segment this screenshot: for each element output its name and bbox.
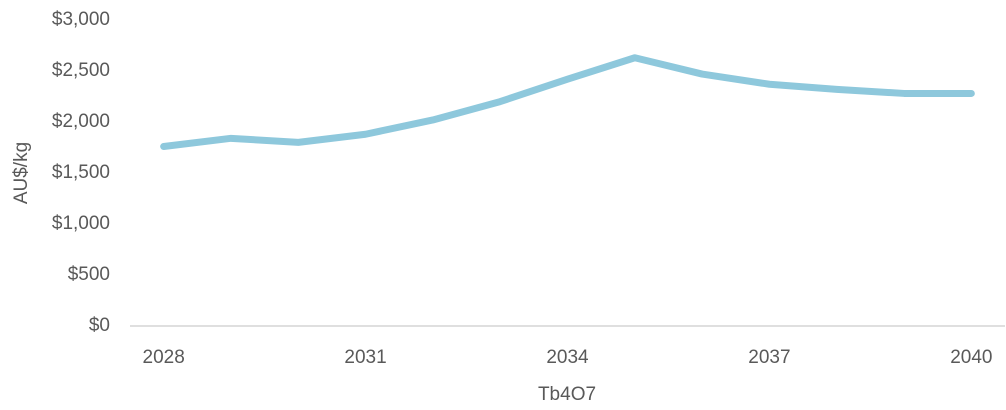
x-tick-label: 2031 <box>344 347 386 368</box>
x-tick-label: 2034 <box>546 347 589 368</box>
y-tick-label: $1,000 <box>52 213 110 234</box>
y-tick-label: $0 <box>89 315 110 336</box>
y-tick-label: $500 <box>68 264 110 285</box>
line-series <box>160 54 975 150</box>
y-axis-title: AU$/kg <box>11 142 32 204</box>
y-tick-label: $2,500 <box>52 60 110 81</box>
y-tick-label: $1,500 <box>52 162 110 183</box>
y-tick-label: $3,000 <box>52 9 110 30</box>
x-tick-label: 2040 <box>950 347 992 368</box>
x-tick-label: 2037 <box>748 347 790 368</box>
x-tick-label: 2028 <box>143 347 185 368</box>
y-tick-label: $2,000 <box>52 111 110 132</box>
x-axis-title: Tb4O7 <box>538 384 596 405</box>
